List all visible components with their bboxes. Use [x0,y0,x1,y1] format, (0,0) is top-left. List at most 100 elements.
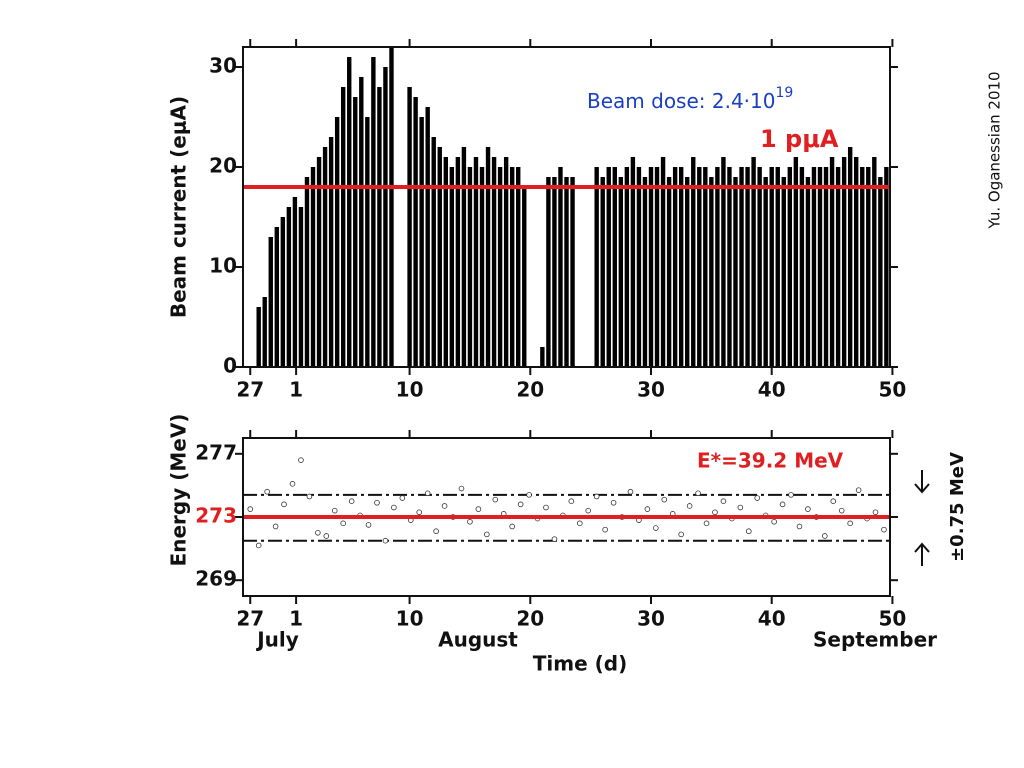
point [289,481,296,487]
point [788,492,794,498]
point [306,493,313,500]
bar [334,117,340,367]
dose-text: Beam dose: 2.4·10 [587,89,776,113]
bar [835,167,841,367]
bar [383,67,388,367]
bar [479,167,485,367]
point [315,529,321,536]
bar [636,167,642,367]
bar [558,167,563,367]
bar [727,167,732,367]
point [593,493,600,500]
point [551,536,558,542]
x-tick-label: 40 [758,378,786,402]
bar [310,167,316,367]
point [298,457,304,463]
point [416,509,423,516]
x-tick-label: 1 [289,607,303,631]
bar [841,157,847,367]
bar [304,177,310,367]
bar [854,157,859,367]
bar [594,167,599,367]
bar [606,167,611,367]
point [391,504,397,511]
bar [377,87,382,367]
bar [473,157,479,367]
point [720,498,727,505]
bar [449,167,455,367]
point [543,504,549,511]
bar [322,147,328,367]
bar [570,177,575,367]
bar [847,147,853,367]
bar [286,207,292,367]
point [467,518,473,525]
bar [353,97,358,367]
bar [552,177,557,367]
bar [745,167,750,367]
point [458,485,465,492]
bar [799,167,805,367]
bar [648,167,654,367]
x-tick-label: 20 [516,378,544,402]
bar [461,147,467,367]
point [526,492,532,498]
bar [359,77,364,367]
x-tick-label: 30 [637,378,665,402]
bar [280,217,286,367]
bar [467,167,473,367]
bar [509,167,515,367]
point [374,499,380,506]
x-tick-label: 10 [396,607,424,631]
ref-annotation: 1 pμA [760,125,839,153]
bar [805,177,811,367]
bar [516,167,521,367]
bar [860,167,865,367]
bar [872,157,877,367]
point [517,501,524,508]
dose-annotation: Beam dose: 2.4·1019 [587,85,793,113]
bar [340,87,346,367]
point [847,520,853,527]
y-tick-label: 30 [209,54,237,78]
bar [787,167,793,367]
bar [757,167,762,367]
bar [413,97,418,367]
bar [564,177,569,367]
bar [630,157,636,367]
x-tick-label: 50 [878,607,906,631]
x-tick-label: 40 [758,607,786,631]
point [424,490,431,497]
bar [733,177,738,367]
bar [316,157,322,367]
point [838,507,845,514]
bar [769,167,774,367]
bar [503,157,509,367]
point [644,506,651,512]
bar [455,157,461,367]
bar [600,177,605,367]
bar [618,177,624,367]
bar [697,167,702,367]
point [771,518,777,525]
point [712,509,718,516]
bar [672,167,678,367]
point [509,523,515,530]
x-tick-label: 27 [236,378,264,402]
bar [829,157,835,367]
point [331,507,338,514]
y-tick-label: 273 [195,504,237,528]
y-axis-label: Beam current (eμA) [167,96,191,318]
y-tick-label: 277 [195,440,237,464]
x-tick-label: 50 [878,378,906,402]
point [475,506,482,512]
bar [328,137,334,367]
point [881,526,887,533]
point [779,501,786,508]
bar [274,227,279,367]
point [264,488,270,495]
bar [431,137,436,367]
point [686,503,693,509]
bar [721,157,726,367]
